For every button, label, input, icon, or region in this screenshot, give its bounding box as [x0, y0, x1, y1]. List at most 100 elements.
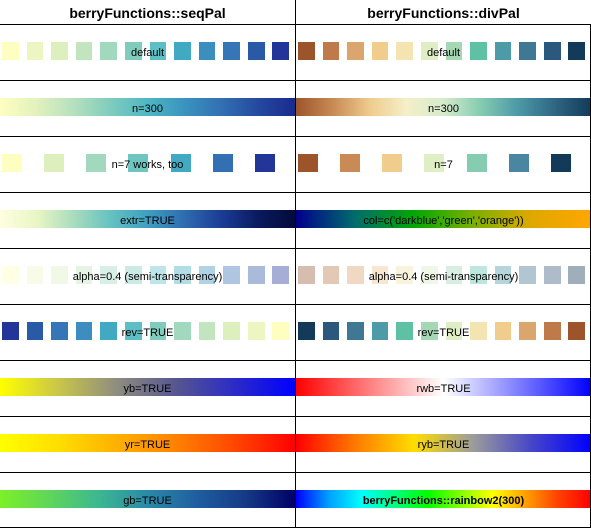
palette-swatch [298, 154, 318, 172]
palette-swatch [124, 322, 142, 340]
palette-swatch [26, 266, 44, 284]
palette-swatch [508, 154, 529, 172]
palette-row: yb=TRUE [0, 360, 295, 416]
palette-swatch [174, 266, 191, 284]
divpal-column: berryFunctions::divPal default n=300 n=7 co… [296, 0, 591, 528]
palette-swatch [466, 154, 487, 172]
palette-swatch [223, 42, 240, 60]
palette-swatch [470, 42, 487, 60]
palette-gradient-bar [296, 378, 591, 396]
palette-row: n=7 works, too [0, 136, 295, 192]
palette-row: gb=TRUE [0, 472, 295, 528]
palette-gradient-bar [0, 98, 295, 116]
divpal-title: berryFunctions::divPal [367, 5, 520, 21]
palette-swatch [100, 322, 118, 340]
palette-swatch [149, 322, 167, 340]
palette-swatch [494, 266, 512, 284]
palette-swatch [26, 42, 44, 60]
palette-swatch [322, 322, 340, 340]
palette-swatch [396, 42, 414, 60]
palette-row: rev=TRUE [296, 304, 591, 360]
palette-swatch [100, 42, 118, 60]
palette-swatch [420, 322, 438, 340]
palette-gradient-bar [0, 378, 295, 396]
palette-swatch [347, 322, 364, 340]
palette-swatch [149, 266, 167, 284]
palette-swatch [445, 322, 463, 340]
palette-swatch [100, 266, 118, 284]
palette-swatch [420, 266, 438, 284]
palette-swatch [44, 154, 65, 172]
palette-swatch [340, 154, 361, 172]
palette-swatch [149, 42, 167, 60]
palette-swatch [51, 42, 68, 60]
palette-swatch [247, 266, 265, 284]
palette-swatch [470, 322, 487, 340]
palette-swatch [75, 266, 93, 284]
palette-swatch [198, 42, 216, 60]
palette-swatch [272, 42, 290, 60]
palette-swatch [212, 154, 233, 172]
column-divider [295, 0, 296, 528]
palette-gradient-bar [0, 434, 295, 452]
palette-swatch [568, 42, 586, 60]
palette-swatch [75, 322, 93, 340]
palette-swatch [51, 322, 68, 340]
palette-row: rwb=TRUE [296, 360, 591, 416]
palette-swatch [124, 42, 142, 60]
palette-swatch [445, 42, 463, 60]
seqpal-rows: default n=300 n=7 works, too extr=TRUE alpha… [0, 24, 295, 528]
palette-swatch [170, 154, 191, 172]
palette-swatch [322, 42, 340, 60]
palette-row: berryFunctions::rainbow2(300) [296, 472, 591, 528]
palette-gradient-bar [0, 490, 295, 508]
palette-swatch [223, 322, 240, 340]
palette-swatch [322, 266, 340, 284]
palette-row: default [296, 24, 591, 80]
palette-swatch [174, 322, 191, 340]
palette-swatch [371, 266, 389, 284]
palette-row: n=300 [0, 80, 295, 136]
palette-swatch [128, 154, 149, 172]
palette-swatch [519, 42, 536, 60]
palette-swatch [254, 154, 275, 172]
palette-swatch [247, 322, 265, 340]
palette-swatch [198, 266, 216, 284]
palette-swatch [298, 266, 315, 284]
seqpal-title: berryFunctions::seqPal [69, 5, 226, 21]
palette-swatch [470, 266, 487, 284]
palette-swatch [371, 42, 389, 60]
palette-row: n=300 [296, 80, 591, 136]
palette-row: rev=TRUE [0, 304, 295, 360]
seqpal-column: berryFunctions::seqPal default n=300 n=7 w… [0, 0, 295, 528]
palette-row: col=c('darkblue','green','orange')) [296, 192, 591, 248]
palette-swatch [298, 322, 315, 340]
palette-swatch [2, 266, 19, 284]
palette-swatch [420, 42, 438, 60]
palette-swatch [519, 266, 536, 284]
palette-swatch [543, 42, 561, 60]
palette-swatch [494, 42, 512, 60]
palette-swatch [298, 42, 315, 60]
palette-swatch [86, 154, 107, 172]
palette-swatch [223, 266, 240, 284]
palette-swatch [124, 266, 142, 284]
palette-swatch [396, 266, 414, 284]
palette-gradient-bar [296, 434, 591, 452]
palette-swatch [347, 266, 364, 284]
palette-swatch [198, 322, 216, 340]
palette-swatch [347, 42, 364, 60]
divpal-rows: default n=300 n=7 col=c('darkblue','green',… [296, 24, 591, 528]
palette-swatch [382, 154, 403, 172]
palette-row: alpha=0.4 (semi-transparency) [0, 248, 295, 304]
palette-swatch [543, 266, 561, 284]
palette-gradient-bar [0, 210, 295, 228]
palette-swatch [75, 42, 93, 60]
palette-swatch [272, 266, 290, 284]
palette-swatch [174, 42, 191, 60]
palette-row: default [0, 24, 295, 80]
palette-gradient-bar [296, 210, 591, 228]
palette-swatch [272, 322, 290, 340]
palette-gradient-bar [296, 490, 591, 508]
palette-swatch [396, 322, 414, 340]
